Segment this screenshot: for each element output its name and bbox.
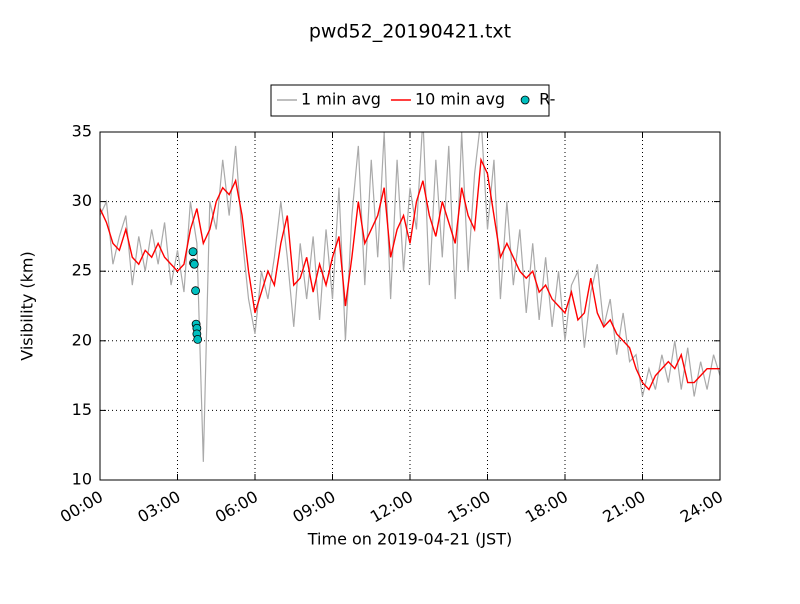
x-axis-label: Time on 2019-04-21 (JST) <box>307 530 512 549</box>
data-point <box>193 335 203 344</box>
legend-label: 10 min avg <box>415 90 505 109</box>
data-line <box>100 157 720 391</box>
y-axis-label: Visibility (km) <box>18 251 37 360</box>
data-point <box>188 247 198 257</box>
chart-title: pwd52_20190421.txt <box>309 21 511 43</box>
data-point <box>189 259 199 269</box>
legend: 1 min avg 10 min avg R- <box>270 84 555 117</box>
y-tick-label: 35 <box>72 122 92 141</box>
y-tick-label: 10 <box>72 470 92 489</box>
plot-area <box>100 132 720 462</box>
y-tick-label: 15 <box>72 400 92 419</box>
legend-label: R- <box>539 90 555 109</box>
y-tick-label: 20 <box>72 330 92 349</box>
y-tick-label: 30 <box>72 191 92 210</box>
data-line <box>100 132 720 462</box>
legend-marker <box>520 95 530 105</box>
legend-label: 1 min avg <box>301 90 381 109</box>
y-tick-label: 25 <box>72 261 92 280</box>
data-point <box>191 286 200 296</box>
